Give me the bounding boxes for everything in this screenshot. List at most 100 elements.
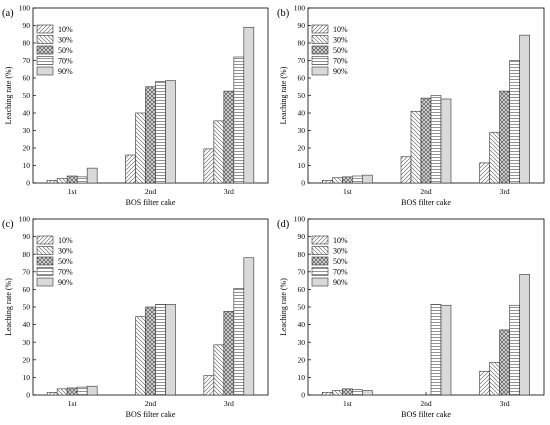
legend-swatch (36, 35, 54, 44)
legend-swatch (36, 56, 54, 65)
x-tick-label: 1st (343, 399, 353, 408)
y-tick-label: 50 (298, 91, 306, 100)
bar (66, 387, 78, 396)
bar (233, 288, 245, 396)
bar (489, 362, 500, 396)
y-tick-label: 20 (298, 144, 306, 153)
legend-swatch (311, 256, 329, 266)
y-tick-label: 80 (23, 39, 31, 48)
y-tick-label: 100 (19, 4, 31, 13)
legend-label: 50% (333, 46, 348, 55)
legend-swatch (311, 56, 329, 65)
y-tick-label: 0 (301, 179, 305, 188)
legend-label: 10% (333, 25, 348, 34)
legend-swatch (36, 235, 54, 245)
bar (213, 344, 225, 396)
y-tick-label: 30 (298, 338, 306, 347)
y-tick-label: 80 (23, 250, 31, 259)
y-tick-label: 30 (23, 338, 31, 347)
bar (342, 388, 353, 396)
chart-panel: 0 10 20 30 40 50 60 70 80 90 100 1st 2nd 3rd BOS filte… (2, 215, 269, 419)
legend-swatch (36, 256, 54, 266)
bar (243, 257, 255, 396)
bar (165, 80, 176, 184)
bar (400, 156, 412, 184)
y-tick-label: 80 (298, 250, 306, 259)
legend-label: 90% (58, 278, 73, 287)
bar (489, 131, 500, 184)
y-tick-label: 90 (298, 232, 306, 241)
x-tick-label: 3rd (224, 399, 234, 408)
y-tick-label: 10 (23, 161, 31, 170)
x-tick-label: 3rd (224, 187, 234, 196)
y-tick-label: 90 (298, 21, 306, 30)
legend-swatch (311, 267, 329, 276)
x-axis-label: BOS filter cake (401, 198, 451, 207)
bar (440, 304, 452, 396)
x-tick-label: 1st (68, 187, 78, 196)
bar (430, 95, 442, 184)
bar (233, 56, 245, 184)
bar (86, 167, 98, 184)
x-tick-label: 2nd (145, 399, 157, 408)
x-axis-label: BOS filter cake (126, 198, 176, 207)
legend-swatch (311, 35, 329, 44)
bar (125, 154, 136, 184)
y-tick-label: 50 (23, 303, 31, 312)
bar (352, 389, 363, 396)
bar (56, 178, 68, 184)
y-tick-label: 60 (298, 285, 306, 294)
legend-label: 70% (58, 268, 73, 277)
legend-label: 70% (333, 268, 348, 277)
legend-swatch (311, 277, 329, 287)
legend-label: 50% (333, 257, 348, 266)
legend-label: 30% (333, 247, 348, 256)
y-tick-label: 100 (294, 215, 306, 224)
bar (56, 388, 68, 396)
legend-label: 90% (333, 67, 348, 76)
legend-swatch (36, 246, 54, 255)
chart-panel: 0 10 20 30 40 50 60 70 80 90 100 1st 2nd 3rd BOS filte… (2, 4, 269, 207)
y-tick-label: 0 (26, 179, 30, 188)
x-tick-label: 2nd (420, 187, 432, 196)
legend-label: 90% (58, 67, 73, 76)
legend-swatch (36, 277, 54, 287)
legend-swatch (36, 267, 54, 276)
panel-label: (c) (2, 219, 14, 230)
legend-label: 90% (333, 278, 348, 287)
y-tick-label: 40 (23, 109, 31, 118)
chart-panel: 0 10 20 30 40 50 60 70 80 90 100 1st 2nd 3rd BOS filte… (277, 215, 545, 419)
y-tick-label: 100 (294, 4, 306, 13)
legend-label: 70% (333, 57, 348, 66)
bar (86, 385, 98, 396)
bar (155, 81, 166, 184)
legend-label: 30% (58, 247, 73, 256)
x-tick-label: 2nd (145, 187, 157, 196)
x-axis-label: BOS filter cake (126, 410, 176, 419)
y-axis-label: Leaching rate (%) (4, 278, 13, 336)
bar (499, 329, 510, 396)
bar (342, 176, 353, 184)
legend: 10% 30%50% 70%90% (311, 235, 348, 287)
y-tick-label: 40 (298, 109, 306, 118)
bar (352, 175, 363, 184)
panel-label: (d) (277, 219, 290, 230)
bar (223, 90, 235, 184)
bar (509, 304, 520, 396)
chart-panel: 0 10 20 30 40 50 60 70 80 90 100 1st 2nd 3rd BOS filte… (277, 4, 545, 207)
y-tick-label: 70 (298, 56, 306, 65)
legend-swatch (36, 45, 54, 55)
legend-swatch (36, 24, 54, 34)
bar (76, 176, 88, 184)
bar (243, 26, 255, 184)
bar (420, 97, 432, 184)
bar (203, 375, 215, 396)
bar (203, 148, 215, 184)
bar (332, 390, 343, 396)
y-tick-label: 40 (298, 320, 306, 329)
legend: 10% 30%50% 70%90% (36, 24, 73, 76)
bar (223, 311, 235, 396)
legend: 10% 30%50% 70%90% (36, 235, 73, 287)
y-tick-label: 30 (23, 126, 31, 135)
